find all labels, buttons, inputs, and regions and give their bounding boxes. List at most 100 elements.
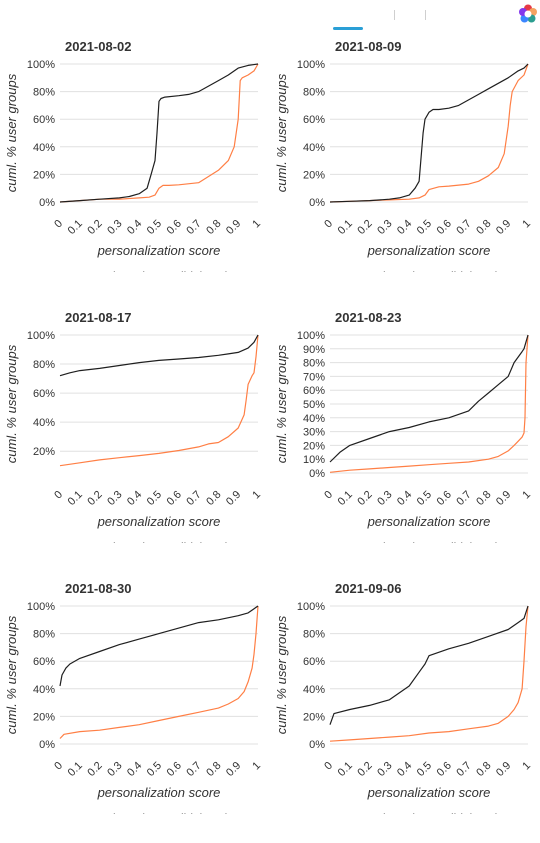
x-tick-label: 0.8 [474,760,493,779]
x-tick-label: 0.4 [395,489,414,508]
x-tick-label: 0.1 [336,760,355,779]
x-tick-label: 0.5 [145,489,164,508]
x-tick-label: 0.2 [355,760,374,779]
x-tick-label: 0.1 [66,760,85,779]
legend-label-didnt-activate: didn't activate [447,269,520,272]
legend-label-didnt-activate: didn't activate [177,811,250,814]
y-axis-label: cuml. % user groups [4,73,19,192]
x-tick-label: 0.7 [184,760,203,779]
x-tick-label: 0.9 [494,218,513,237]
series-line-activated [329,334,529,473]
x-axis-label: personalization score [367,785,491,800]
x-tick-label: 0.4 [125,760,144,779]
top-toolbar [0,0,540,34]
y-axis-label: cuml. % user groups [274,344,289,463]
x-tick-label: 0.3 [105,489,124,508]
y-tick-label: 100% [297,59,325,71]
x-axis-label: personalization score [97,243,221,258]
x-tick-label: 0.6 [435,218,454,237]
chart-title: 2021-08-17 [65,310,132,325]
x-tick-label: 0.9 [224,760,243,779]
x-tick-label: 0.5 [415,218,434,237]
x-axis-label: personalization score [367,514,491,529]
y-tick-label: 40% [33,142,55,154]
y-tick-label: 20% [303,440,325,452]
x-tick-label: 0.8 [474,489,493,508]
series-line-didnt-activate [59,334,259,377]
chart-panel: 2021-08-020%20%40%60%80%100%0 0.1 0.2 0.3 0.… [4,39,263,272]
y-tick-label: 100% [27,601,55,613]
x-axis-label: personalization score [367,243,491,258]
active-tab-indicator [333,27,363,30]
x-tick-label: 0.2 [355,489,374,508]
x-tick-label: 0.3 [375,760,394,779]
y-tick-label: 60% [33,388,55,400]
y-tick-label: 80% [33,87,55,99]
x-tick-label: 0.6 [165,760,184,779]
y-tick-label: 40% [303,684,325,696]
x-tick-label: 0.5 [415,760,434,779]
x-tick-label: 0.1 [66,218,85,237]
y-axis-label: cuml. % user groups [4,344,19,463]
x-tick-label: 0 [52,218,65,231]
x-tick-label: 0 [52,760,65,773]
y-tick-label: 60% [303,656,325,668]
legend-label-activated: activated [367,540,415,543]
tab-separator [425,10,426,20]
legend-label-didnt-activate: didn't activate [177,540,250,543]
y-tick-label: 10% [303,454,325,466]
chart-panel: 2021-08-23 0% 10% 20%30% 40% 50% 60% 70%80% 90% 1… [274,310,533,543]
y-tick-label: 0% [39,197,55,209]
flower-logo-icon[interactable] [518,4,538,24]
x-tick-label: 0.6 [435,489,454,508]
series-line-activated [59,334,259,467]
x-tick-label: 0.6 [165,218,184,237]
y-tick-label: 40% [303,413,325,425]
x-tick-label: 0.4 [125,218,144,237]
x-tick-label: 0.7 [454,489,473,508]
chart-panel: 2021-08-090%20%40%60%80%100%0 0.1 0.2 0.3 0.… [274,39,533,272]
series-line-activated [329,605,529,742]
y-tick-label: 60% [33,114,55,126]
x-tick-label: 0.8 [204,760,223,779]
x-tick-label: 0.3 [375,218,394,237]
x-tick-label: 0.6 [435,760,454,779]
series-line-activated [59,63,259,203]
x-tick-label: 0.3 [375,489,394,508]
y-tick-label: 0% [309,468,325,480]
x-tick-label: 0.2 [85,489,104,508]
x-tick-label: 0.5 [145,760,164,779]
x-tick-label: 1 [250,760,263,773]
chart-title: 2021-08-02 [65,39,132,54]
x-tick-label: 1 [250,218,263,231]
x-tick-label: 0.7 [184,218,203,237]
x-tick-label: 0.2 [355,218,374,237]
legend-label-activated: activated [367,269,415,272]
y-tick-label: 40% [303,142,325,154]
chart-panel: 2021-09-060%20%40%60%80%100%0 0.1 0.2 0.3 0.… [274,581,533,814]
x-tick-label: 0.9 [224,218,243,237]
y-tick-label: 80% [33,359,55,371]
x-tick-label: 0.4 [125,489,144,508]
y-tick-label: 0% [309,197,325,209]
legend-label-activated: activated [97,811,145,814]
chart-title: 2021-08-23 [335,310,402,325]
y-tick-label: 100% [297,601,325,613]
y-tick-label: 0% [309,739,325,751]
series-line-didnt-activate [329,334,529,463]
x-tick-label: 0.3 [105,760,124,779]
y-tick-label: 60% [303,114,325,126]
x-tick-label: 1 [520,489,533,502]
x-tick-label: 0.8 [474,218,493,237]
chart-title: 2021-08-09 [335,39,402,54]
y-tick-label: 30% [303,427,325,439]
y-tick-label: 80% [33,629,55,641]
x-tick-label: 0.8 [204,218,223,237]
y-tick-label: 70% [303,371,325,383]
y-tick-label: 100% [297,330,325,342]
x-tick-label: 0 [322,218,335,231]
x-tick-label: 0 [322,760,335,773]
x-tick-label: 1 [520,218,533,231]
